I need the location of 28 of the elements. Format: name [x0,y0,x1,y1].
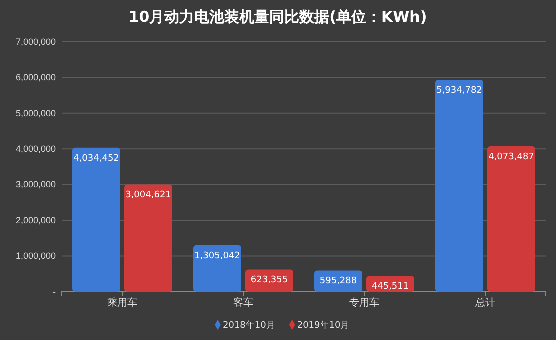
data-label: 623,355 [250,276,288,286]
bar [488,146,536,292]
data-label: 595,288 [320,276,358,287]
data-label: 4,034,452 [74,154,120,164]
x-tick-label: 客车 [234,297,254,310]
legend-label: 2018年10月 [223,320,276,331]
bar [436,80,484,292]
x-tick-label: 乘用车 [108,297,138,310]
y-tick-label: 2,000,000 [16,215,56,226]
y-tick-label: - [53,286,56,297]
y-tick-label: 7,000,000 [16,36,56,47]
data-label: 3,004,621 [126,190,172,201]
y-tick-label: 3,000,000 [16,180,56,190]
bar [72,148,120,292]
y-tick-label: 4,000,000 [16,144,56,154]
y-tick-label: 1,000,000 [16,251,56,262]
x-tick-label: 专用车 [350,297,380,310]
y-tick-label: 6,000,000 [16,72,56,83]
bar [194,245,242,292]
chart-title: 10月动力电池装机量同比数据(单位：KWh) [128,8,428,26]
data-label: 445,511 [372,282,410,292]
data-label: 1,305,042 [194,251,240,262]
y-tick-label: 5,000,000 [16,108,56,118]
x-tick-label: 总计 [474,297,496,310]
legend-label: 2019年10月 [297,320,350,331]
data-label: 5,934,782 [436,86,482,96]
bar [124,184,172,292]
data-label: 4,073,487 [488,152,534,163]
